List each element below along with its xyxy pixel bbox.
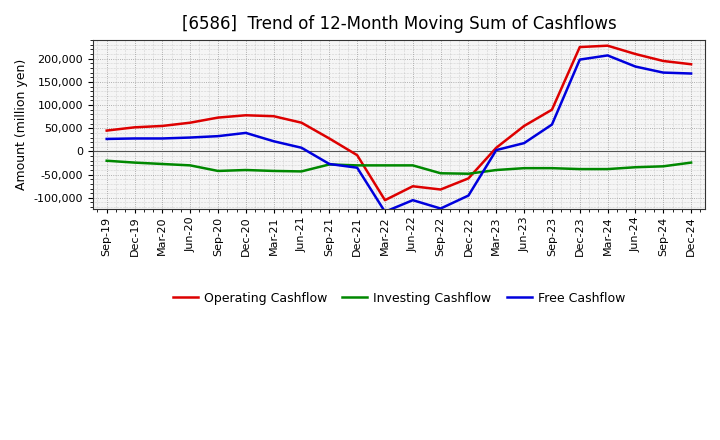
Operating Cashflow xyxy=(130,125,139,130)
Operating Cashflow xyxy=(548,107,557,112)
Operating Cashflow xyxy=(603,43,612,48)
Free Cashflow xyxy=(269,139,278,144)
Investing Cashflow xyxy=(436,171,445,176)
Operating Cashflow xyxy=(186,120,194,125)
Investing Cashflow xyxy=(687,160,696,165)
Operating Cashflow xyxy=(408,183,417,189)
Free Cashflow xyxy=(687,71,696,76)
Investing Cashflow xyxy=(102,158,111,163)
Free Cashflow xyxy=(186,135,194,140)
Operating Cashflow xyxy=(520,123,528,128)
Operating Cashflow xyxy=(102,128,111,133)
Investing Cashflow xyxy=(381,163,390,168)
Operating Cashflow xyxy=(353,153,361,158)
Investing Cashflow xyxy=(631,165,640,170)
Investing Cashflow xyxy=(520,165,528,171)
Line: Operating Cashflow: Operating Cashflow xyxy=(107,46,691,200)
Free Cashflow xyxy=(241,130,250,136)
Investing Cashflow xyxy=(269,169,278,174)
Free Cashflow xyxy=(520,140,528,146)
Investing Cashflow xyxy=(408,163,417,168)
Title: [6586]  Trend of 12-Month Moving Sum of Cashflows: [6586] Trend of 12-Month Moving Sum of C… xyxy=(181,15,616,33)
Investing Cashflow xyxy=(603,166,612,172)
Investing Cashflow xyxy=(130,160,139,165)
Free Cashflow xyxy=(130,136,139,141)
Investing Cashflow xyxy=(464,171,473,176)
Free Cashflow xyxy=(575,57,584,62)
Operating Cashflow xyxy=(631,51,640,57)
Operating Cashflow xyxy=(687,62,696,67)
Legend: Operating Cashflow, Investing Cashflow, Free Cashflow: Operating Cashflow, Investing Cashflow, … xyxy=(168,287,630,310)
Investing Cashflow xyxy=(353,163,361,168)
Free Cashflow xyxy=(325,161,333,167)
Free Cashflow xyxy=(102,136,111,142)
Free Cashflow xyxy=(158,136,166,141)
Operating Cashflow xyxy=(241,113,250,118)
Operating Cashflow xyxy=(158,123,166,128)
Free Cashflow xyxy=(492,147,500,153)
Operating Cashflow xyxy=(269,114,278,119)
Investing Cashflow xyxy=(575,166,584,172)
Investing Cashflow xyxy=(548,165,557,171)
Free Cashflow xyxy=(603,53,612,58)
Free Cashflow xyxy=(548,122,557,127)
Operating Cashflow xyxy=(659,59,667,64)
Free Cashflow xyxy=(436,206,445,211)
Operating Cashflow xyxy=(214,115,222,120)
Investing Cashflow xyxy=(186,163,194,168)
Investing Cashflow xyxy=(325,162,333,167)
Y-axis label: Amount (million yen): Amount (million yen) xyxy=(15,59,28,191)
Free Cashflow xyxy=(214,133,222,139)
Free Cashflow xyxy=(381,209,390,214)
Free Cashflow xyxy=(464,193,473,198)
Free Cashflow xyxy=(659,70,667,75)
Investing Cashflow xyxy=(241,167,250,172)
Free Cashflow xyxy=(408,198,417,203)
Operating Cashflow xyxy=(297,120,306,125)
Investing Cashflow xyxy=(659,164,667,169)
Free Cashflow xyxy=(297,145,306,150)
Investing Cashflow xyxy=(297,169,306,174)
Investing Cashflow xyxy=(214,169,222,174)
Operating Cashflow xyxy=(381,198,390,203)
Line: Free Cashflow: Free Cashflow xyxy=(107,55,691,212)
Operating Cashflow xyxy=(325,136,333,141)
Investing Cashflow xyxy=(492,167,500,172)
Free Cashflow xyxy=(631,64,640,69)
Operating Cashflow xyxy=(492,145,500,150)
Investing Cashflow xyxy=(158,161,166,167)
Operating Cashflow xyxy=(464,176,473,181)
Line: Investing Cashflow: Investing Cashflow xyxy=(107,161,691,174)
Free Cashflow xyxy=(353,165,361,170)
Operating Cashflow xyxy=(575,44,584,50)
Operating Cashflow xyxy=(436,187,445,192)
